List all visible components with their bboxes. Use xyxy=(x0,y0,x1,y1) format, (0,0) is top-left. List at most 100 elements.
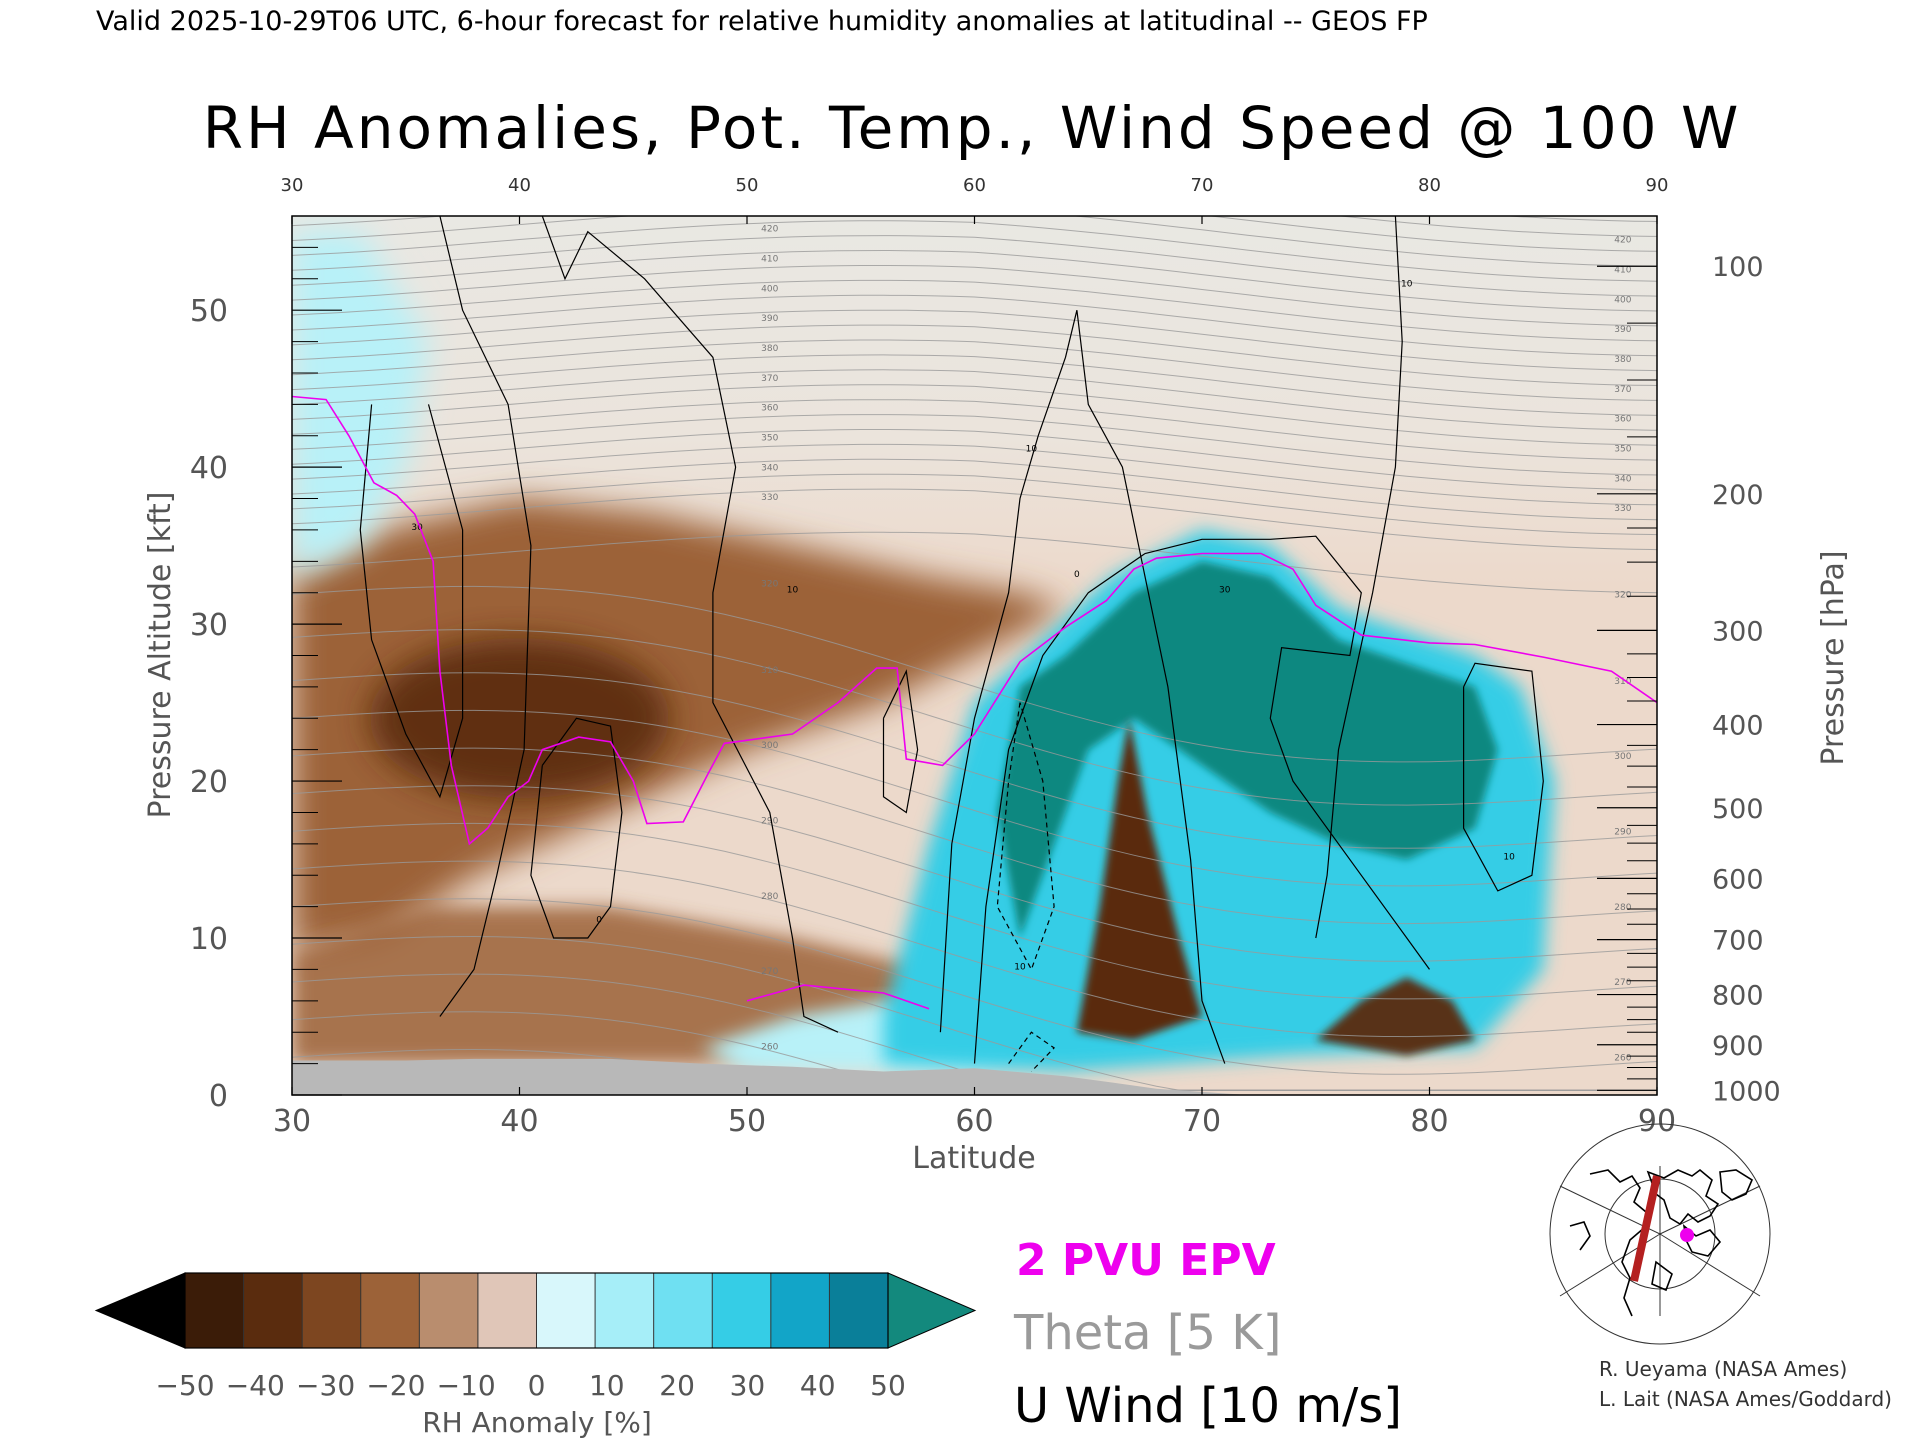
x-top-tick-label-90: 90 xyxy=(1646,175,1669,196)
wind-contour-loop-0 xyxy=(530,717,623,939)
theta-contour-355 xyxy=(292,414,1657,476)
region-moist-upper-left xyxy=(292,231,429,577)
theta-contour-315 xyxy=(292,629,1657,806)
theta-contour-360 xyxy=(292,399,1657,461)
y-tick-label-20: 20 xyxy=(190,765,228,800)
colorbar-tick-6: 10 xyxy=(589,1369,625,1402)
theta-label-right-300: 300 xyxy=(1614,752,1631,762)
theta-contour-310 xyxy=(292,672,1657,849)
pressure-tick-label-800: 800 xyxy=(1712,981,1764,1012)
theta-label-310: 310 xyxy=(761,666,778,676)
theta-label-right-360: 360 xyxy=(1614,415,1631,425)
theta-contour-335 xyxy=(292,473,1657,536)
theta-contour-415 xyxy=(292,235,1657,297)
theta-label-right-280: 280 xyxy=(1614,903,1631,913)
map-graticule xyxy=(1549,1123,1771,1345)
theta-label-right-390: 390 xyxy=(1614,325,1631,335)
colorbar-over-arrow xyxy=(887,1272,977,1349)
theta-contour-425 xyxy=(292,216,1657,267)
colorbar-tick-10: 50 xyxy=(870,1369,906,1402)
theta-label-420: 420 xyxy=(761,225,778,235)
colorbar-tick-8: 30 xyxy=(730,1369,766,1402)
theta-label-370: 370 xyxy=(761,374,778,384)
theta-contour-390 xyxy=(292,309,1657,372)
y-tick-label-40: 40 xyxy=(190,451,228,486)
wind-label-6: 10 xyxy=(1503,853,1515,863)
colorbar-label: RH Anomaly [%] xyxy=(422,1406,652,1439)
colorbar-tick-0: −50 xyxy=(155,1369,214,1402)
colorbar-swatch-11 xyxy=(829,1273,889,1348)
y-tick-label-10: 10 xyxy=(190,922,228,957)
wind-contour-subtropical-10 xyxy=(439,216,532,1017)
theta-contour-395 xyxy=(292,294,1657,357)
legend-pv: 2 PVU EPV xyxy=(1016,1235,1276,1286)
x-axis-label: Latitude xyxy=(912,1141,1035,1176)
wind-contour-surface-neg xyxy=(1008,1031,1056,1072)
theta-contour-295 xyxy=(292,785,1657,962)
suptitle: Valid 2025-10-29T06 UTC, 6-hour forecast… xyxy=(96,6,1428,37)
theta-label-290: 290 xyxy=(761,816,778,826)
wind-contour-dome-0 xyxy=(973,535,1430,1064)
wind-contour-peak-10 xyxy=(939,310,1226,1064)
chart-title: RH Anomalies, Pot. Temp., Wind Speed @ 1… xyxy=(203,94,1742,162)
colorbar-under-arrow xyxy=(94,1272,186,1349)
region-dry-tongue-66N xyxy=(1076,718,1202,1041)
colorbar-swatch-6 xyxy=(536,1273,596,1348)
theta-contour-365 xyxy=(292,384,1657,446)
theta-label-340: 340 xyxy=(761,463,778,473)
theta-label-360: 360 xyxy=(761,404,778,414)
wind-label-1: 10 xyxy=(1401,280,1413,290)
map-location-marker xyxy=(1680,1228,1694,1242)
pressure-tick-label-200: 200 xyxy=(1712,480,1764,511)
theta-label-right-260: 260 xyxy=(1614,1053,1631,1063)
theta-label-270: 270 xyxy=(761,967,778,977)
region-dry-upper-left xyxy=(292,498,1066,954)
theta-label-right-380: 380 xyxy=(1614,355,1631,365)
colorbar-tick-2: −30 xyxy=(296,1369,355,1402)
theta-contour-285 xyxy=(292,860,1657,1038)
pressure-tick-label-300: 300 xyxy=(1712,616,1764,647)
wind-label-4: 30 xyxy=(411,523,423,533)
theta-label-390: 390 xyxy=(761,314,778,324)
theta-contour-325 xyxy=(292,531,1657,594)
theta-contour-430 xyxy=(292,216,1657,252)
pressure-tick-label-700: 700 xyxy=(1712,926,1764,957)
wind-contour-north-loop-10 xyxy=(1463,662,1544,892)
theta-contour-320 xyxy=(292,585,1657,763)
x-tick-label-90: 90 xyxy=(1638,1104,1676,1139)
theta-contour-345 xyxy=(292,443,1657,506)
theta-label-400: 400 xyxy=(761,284,778,294)
terrain-surface xyxy=(292,1058,1248,1095)
credit-line-2: L. Lait (NASA Ames/Goddard) xyxy=(1599,1387,1892,1411)
wind-label-0: 10 xyxy=(1026,444,1038,454)
x-top-tick-label-50: 50 xyxy=(736,175,759,196)
legend-wind: U Wind [10 m/s] xyxy=(1014,1378,1402,1434)
theta-label-right-330: 330 xyxy=(1614,504,1631,514)
theta-label-260: 260 xyxy=(761,1042,778,1052)
pressure-tick-label-900: 900 xyxy=(1712,1031,1764,1062)
wind-contours: 10 10 0 30 30 10 10 0 10 xyxy=(359,216,1544,1072)
theta-contour-290 xyxy=(292,822,1657,1000)
theta-contour-305 xyxy=(292,709,1657,887)
colorbar-swatch-2 xyxy=(302,1273,362,1348)
credit-line-1: R. Ueyama (NASA Ames) xyxy=(1599,1357,1847,1381)
legend-theta: Theta [5 K] xyxy=(1013,1305,1282,1361)
theta-contour-330 xyxy=(292,488,1657,551)
y-tick-label-0: 0 xyxy=(209,1079,228,1114)
wind-contour-narrow-10 xyxy=(882,669,919,814)
theta-contour-380 xyxy=(292,339,1657,401)
pv-contour-tropopause xyxy=(292,395,1657,846)
wind-contour-neg-10 xyxy=(996,702,1055,971)
theta-contour-400 xyxy=(292,279,1657,342)
region-saturated-core xyxy=(997,561,1498,938)
legend: 2 PVU EPV Theta [5 K] U Wind [10 m/s] xyxy=(1013,1235,1402,1434)
wind-label-7: 0 xyxy=(596,915,602,925)
colorbar-swatch-0 xyxy=(185,1273,245,1348)
theta-label-right-400: 400 xyxy=(1614,295,1631,305)
theta-contour-370 xyxy=(292,369,1657,431)
map-cross-section-line xyxy=(1630,1175,1661,1282)
x-top-tick-label-40: 40 xyxy=(508,175,531,196)
locator-map xyxy=(1549,1123,1771,1345)
y2-axis-label: Pressure [hPa] xyxy=(1816,550,1851,765)
